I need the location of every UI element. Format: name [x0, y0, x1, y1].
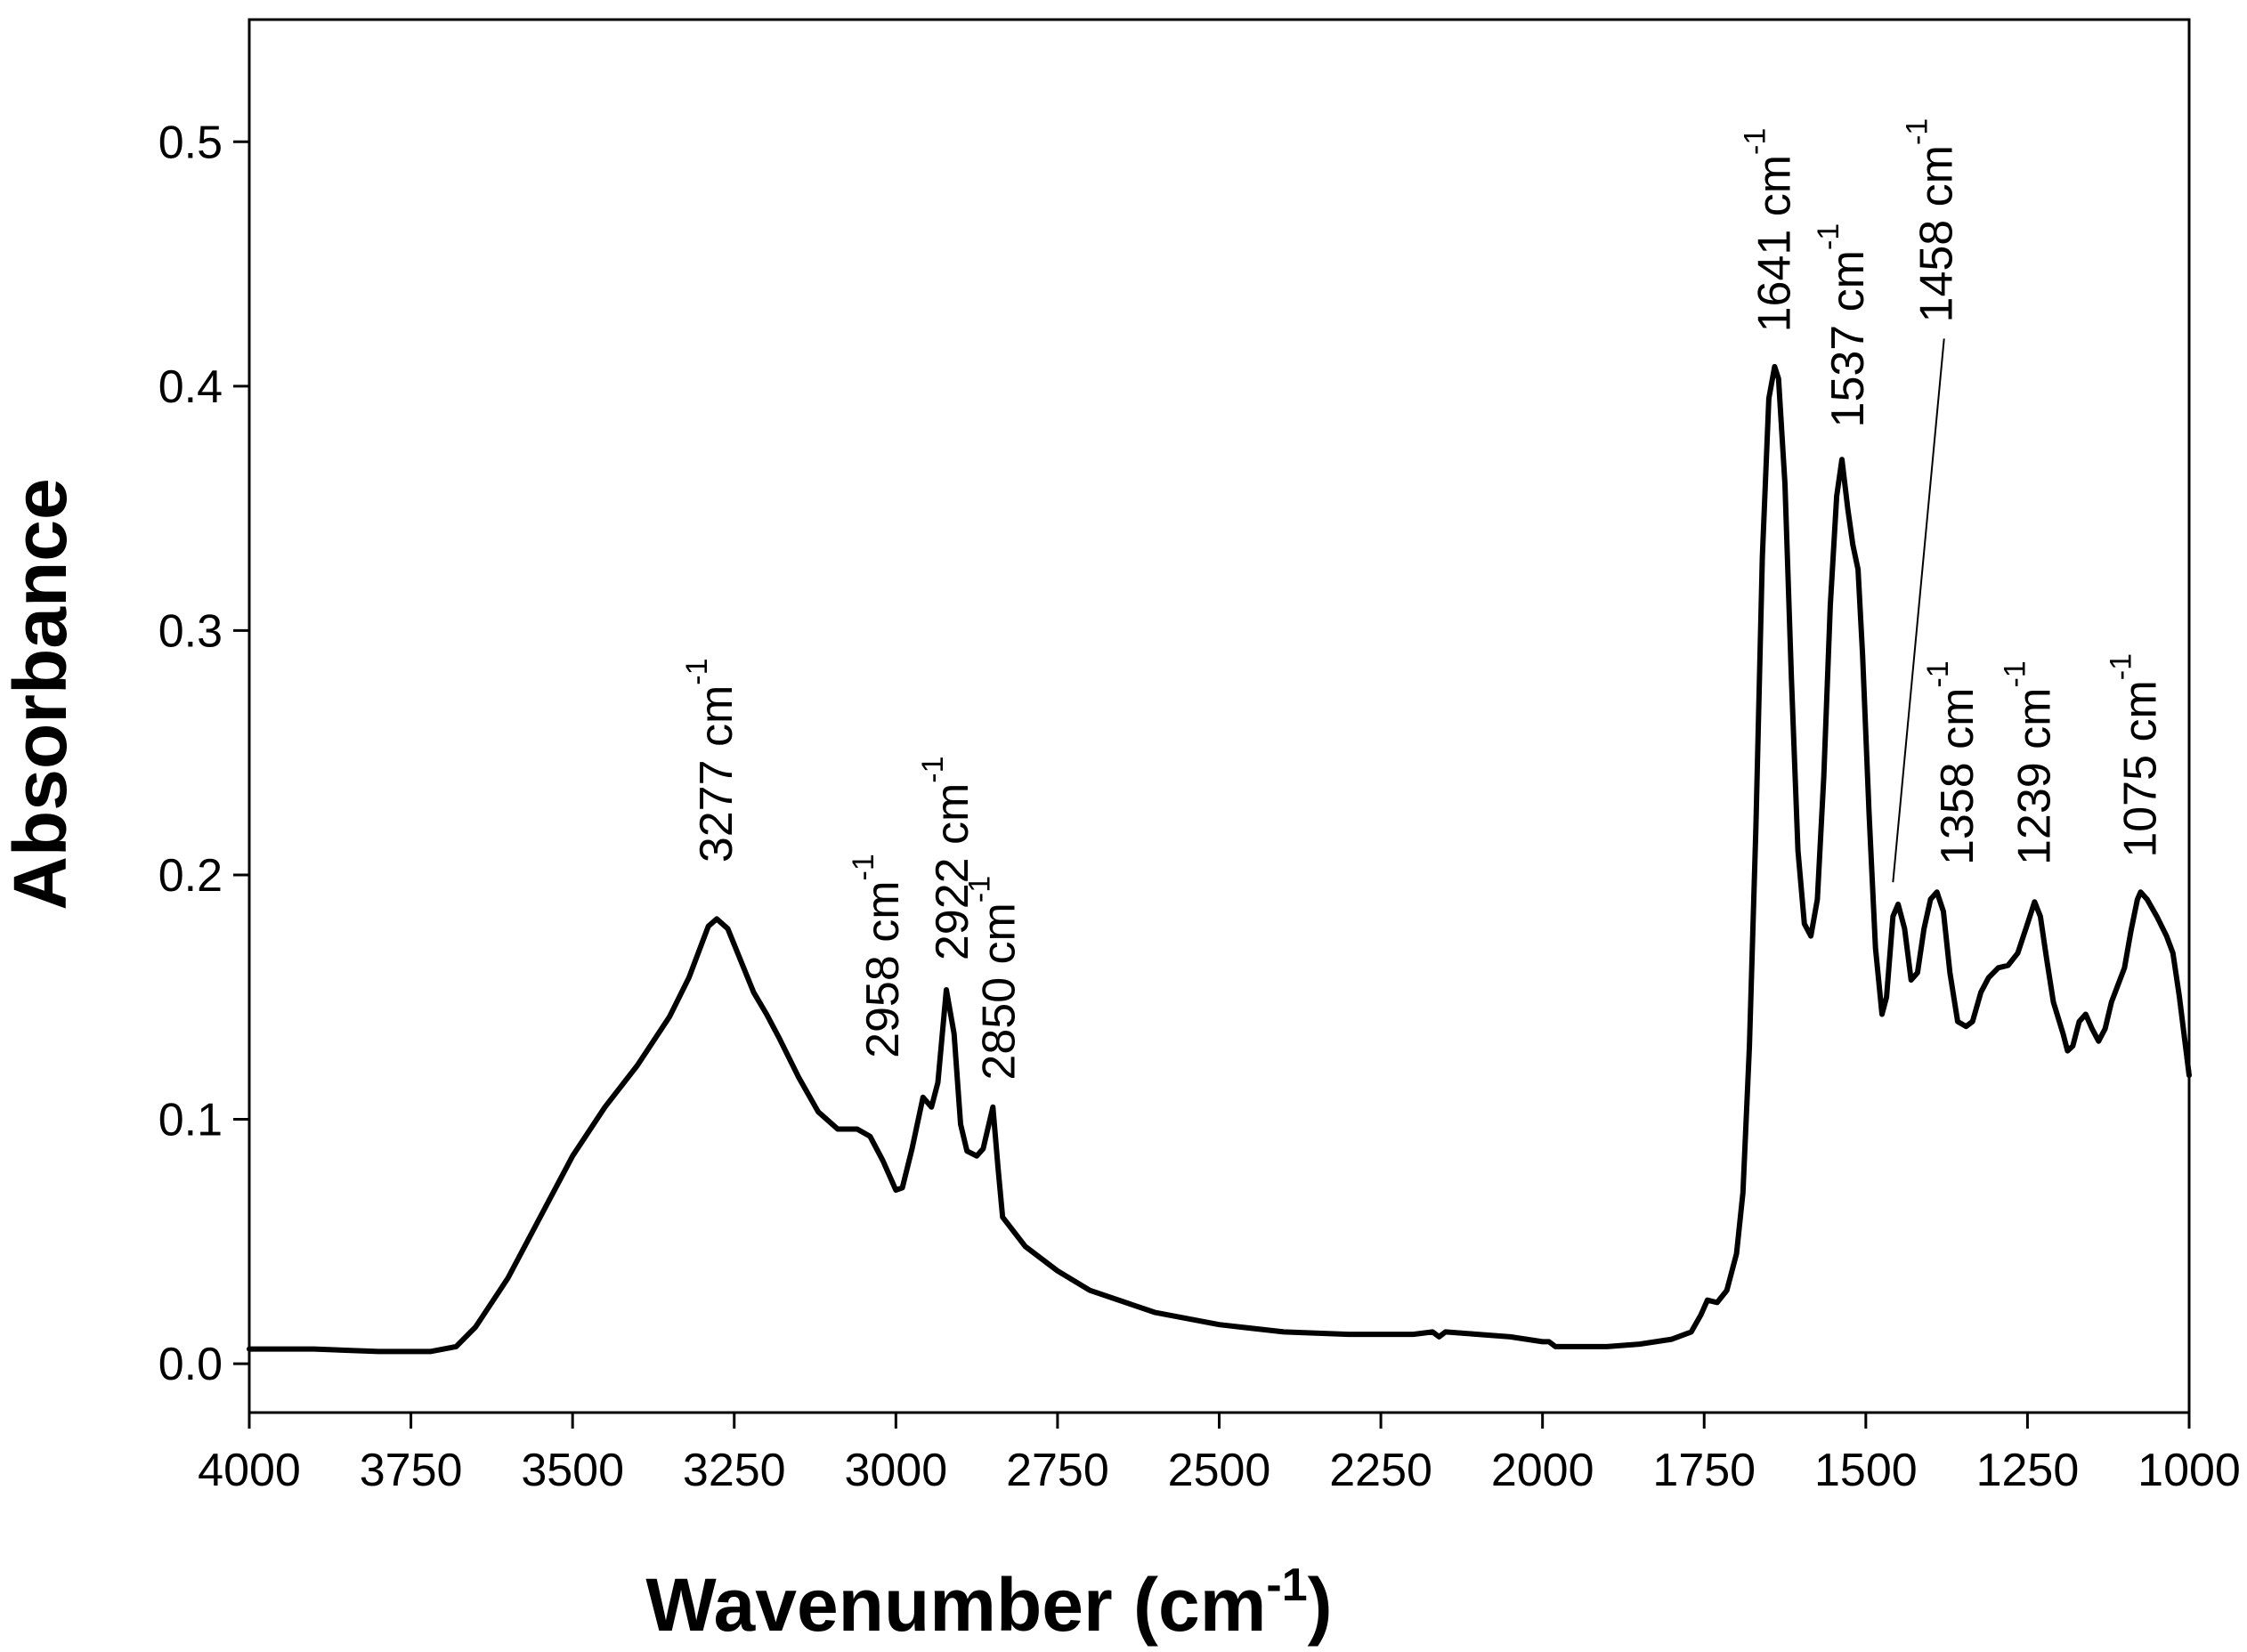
x-tick-label: 1750: [1652, 1445, 1756, 1496]
y-tick-label: 0.2: [158, 850, 223, 902]
peak-label: 1075 cm-1: [2105, 653, 2167, 858]
peak-label: 1537 cm-1: [1812, 223, 1874, 428]
x-tick-label: 3750: [360, 1445, 463, 1496]
x-tick-label: 2500: [1168, 1445, 1271, 1496]
x-axis: 4000 3750 3500 3250 3000 2750 2500 2250 2000 1750…: [198, 1413, 2241, 1496]
peak-label-sup: -1: [680, 658, 714, 684]
peak-label-sup: -1: [1901, 118, 1935, 145]
peak-label-text: 1641 cm: [1748, 155, 1800, 332]
peak-label: 3277 cm-1: [680, 658, 742, 862]
x-tick-label: 4000: [198, 1445, 301, 1496]
peak-label-text: 2958 cm: [857, 880, 909, 1057]
peak-label-text: 1075 cm: [2115, 680, 2167, 857]
peak-label-sup: -1: [916, 756, 950, 782]
x-tick-label: 2000: [1491, 1445, 1594, 1496]
y-tick-label: 0.1: [158, 1095, 223, 1146]
y-tick-label: 0.5: [158, 117, 223, 168]
peak-label-text: 1358 cm: [1932, 688, 1983, 865]
peak-label-sup: -1: [1921, 660, 1955, 687]
peak-label-sup: -1: [1812, 223, 1845, 250]
peak-label-text: 2850 cm: [973, 903, 1025, 1080]
peak-label: 1239 cm-1: [1998, 660, 2060, 865]
peak-label: 2850 cm-1: [962, 876, 1025, 1081]
x-tick-label: 3500: [521, 1445, 624, 1496]
peak-label: 2922 cm-1: [916, 756, 978, 960]
x-tick-label: 3000: [844, 1445, 947, 1496]
peak-label-sup: -1: [847, 854, 880, 880]
peak-leader-line: [1892, 338, 1945, 883]
peak-label-sup: -1: [962, 876, 996, 903]
peak-label-sup: -1: [1998, 660, 2032, 687]
y-tick-label: 0.0: [158, 1339, 223, 1390]
peak-label-text: 1458 cm: [1911, 145, 1963, 322]
peak-label-text: 3277 cm: [691, 685, 742, 862]
y-tick-label: 0.4: [158, 361, 223, 413]
y-axis-title: Absorbance: [0, 478, 82, 910]
peak-label-sup: -1: [2105, 653, 2138, 680]
series-layer: [247, 363, 2192, 1355]
x-tick-label: 2750: [1006, 1445, 1109, 1496]
x-tick-label: 1500: [1814, 1445, 1918, 1496]
peak-label-text: 1239 cm: [2008, 688, 2060, 865]
peak-label-sup: -1: [1738, 128, 1772, 155]
y-tick-label: 0.3: [158, 605, 223, 657]
x-axis-title: Wavenumber (cm-1): [645, 1559, 1332, 1647]
peak-label: 1358 cm-1: [1921, 660, 1983, 865]
peak-label-text: 1537 cm: [1822, 250, 1874, 427]
x-tick-label: 2250: [1329, 1445, 1432, 1496]
peak-label-text: 2922 cm: [927, 783, 978, 960]
peak-label: 1458 cm-1: [1901, 118, 1963, 323]
spectrum-line: [247, 363, 2192, 1355]
peak-label: 1641 cm-1: [1738, 128, 1800, 333]
x-tick-label: 1250: [1976, 1445, 2080, 1496]
x-tick-label: 3250: [683, 1445, 786, 1496]
x-tick-label: 1000: [2137, 1445, 2241, 1496]
y-axis: 0.0 0.1 0.2 0.3 0.4 0.5: [158, 117, 249, 1390]
peak-label: 2958 cm-1: [847, 854, 909, 1058]
